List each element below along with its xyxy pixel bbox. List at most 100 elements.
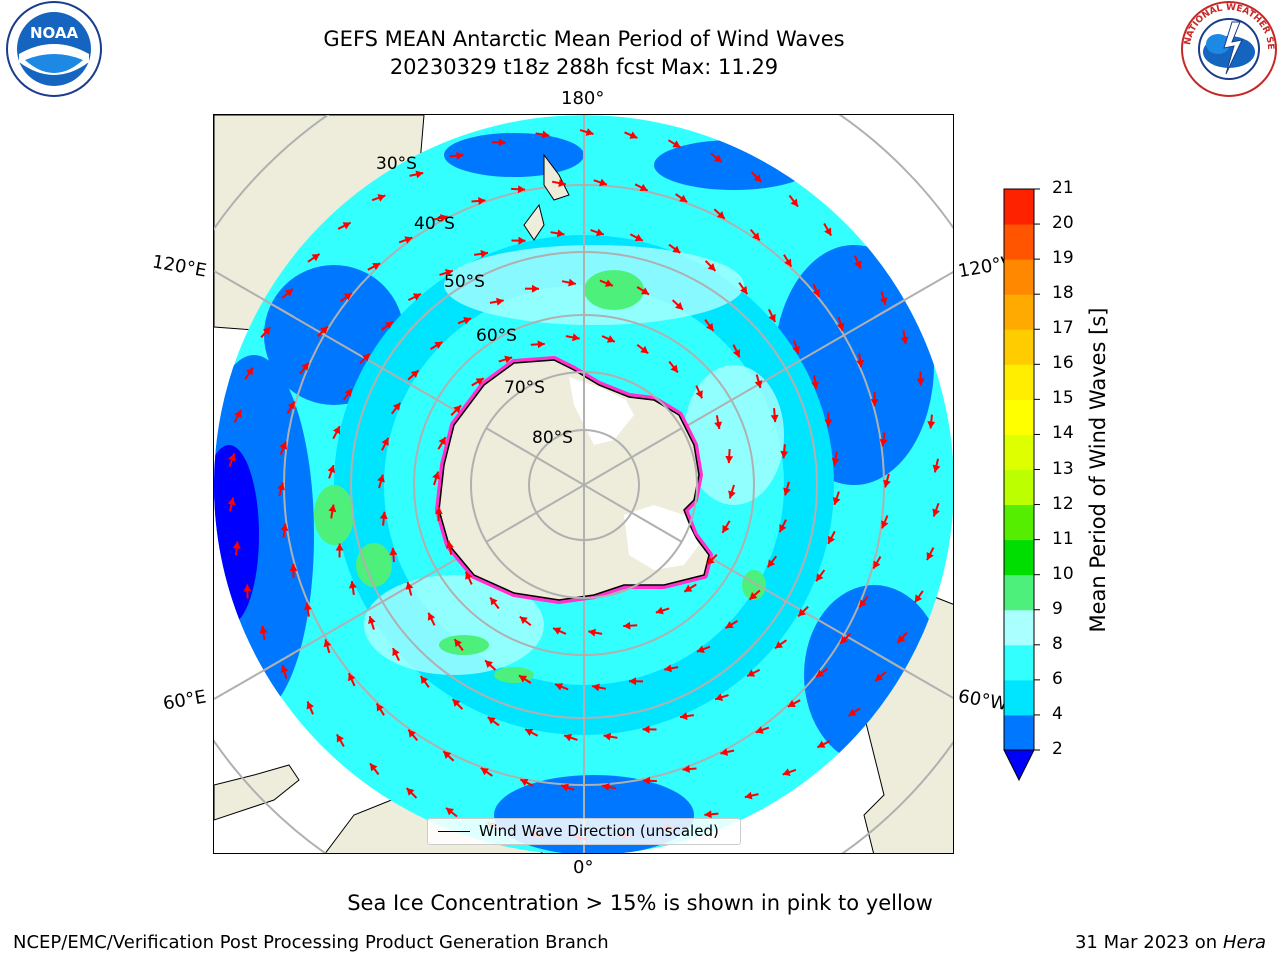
colorbar-tick-label: 14 (1052, 423, 1074, 444)
wave-arrow-head (749, 592, 758, 600)
wave-arrow-head (779, 524, 787, 533)
wave-arrow-head (592, 683, 600, 692)
wave-arrow-head (856, 359, 865, 368)
wave-arrow-head (412, 293, 421, 301)
lon-label-120e: 120°E (150, 251, 209, 282)
wave-arrow-head (490, 597, 498, 606)
wave-arrow-head (783, 487, 791, 496)
colorbar-extend-triangle (1003, 749, 1035, 782)
wave-arrow-head (832, 496, 841, 505)
colorbar-segment (1004, 679, 1034, 716)
map-title: GEFS MEAN Antarctic Mean Period of Wind … (323, 27, 845, 51)
wave-arrow-head (485, 660, 493, 669)
wave-arrow-head (306, 701, 314, 710)
wave-arrow-head (517, 185, 526, 194)
wave-arrow-head (824, 419, 833, 427)
noaa-logo-text: NOAA (30, 24, 79, 42)
map-legend: Wind Wave Direction (unscaled) (427, 818, 741, 845)
wave-arrow-head (323, 639, 332, 648)
wave-arrow-head (392, 402, 401, 411)
wave-arrow-head (603, 732, 612, 741)
colorbar-tick-label: 11 (1052, 528, 1074, 549)
footer-credit: NCEP/EMC/Verification Post Processing Pr… (13, 932, 609, 953)
colorbar-tick-label: 21 (1052, 178, 1074, 198)
map-subtitle: 20230329 t18z 288h fcst Max: 11.29 (389, 55, 779, 79)
nws-logo-icon: NATIONAL WEATHER SERVICE (1180, 0, 1277, 97)
colorbar-segment (1004, 714, 1034, 751)
wave-arrow-head (303, 602, 312, 611)
wave-arrow-head (568, 278, 576, 287)
wave-arrow-head (707, 263, 716, 271)
wave-arrow-head (480, 767, 489, 776)
colorbar-segment (1004, 259, 1034, 295)
wave-arrow-head (728, 490, 736, 499)
wave-arrow-head (927, 421, 936, 429)
wave-arrow-head (243, 584, 252, 592)
wave-arrow-head (725, 455, 734, 464)
wave-period-9-10-band (314, 270, 766, 683)
wave-arrow-head (670, 364, 678, 373)
wave-arrow-head (926, 552, 934, 561)
wave-arrow-head (900, 336, 909, 345)
wave-arrow-head (336, 734, 344, 743)
wave-arrow-head (287, 401, 295, 410)
wave-arrow-head (859, 599, 867, 608)
wave-arrow-head (496, 297, 504, 306)
wave-arrow-head (520, 778, 529, 787)
wave-arrow-head (463, 317, 472, 325)
wave-arrow-head (452, 699, 461, 707)
wave-arrow-head (585, 128, 594, 136)
lat-label-50s: 50°S (444, 272, 485, 292)
wave-arrow-head (606, 335, 615, 343)
wave-arrow-head (518, 675, 528, 683)
wave-arrow-head (629, 677, 637, 686)
wave-arrow-head (408, 729, 416, 738)
wave-arrow-head (916, 378, 925, 386)
colorbar-segment (1004, 539, 1034, 576)
wave-arrow-head (376, 703, 384, 712)
wave-arrow-head (792, 345, 801, 354)
wave-arrow-head (854, 260, 862, 269)
wave-arrow-head (879, 438, 888, 447)
colorbar-tick-label: 19 (1052, 248, 1074, 269)
wave-arrow-head (780, 450, 789, 459)
wave-arrow-head (714, 421, 723, 430)
wave-arrow-head (279, 441, 287, 450)
wave-arrow-head (827, 535, 836, 544)
wave-arrow-head (755, 726, 764, 734)
wave-arrow-head (634, 233, 643, 242)
wave-arrow-head (706, 556, 715, 565)
wave-arrow-head (259, 625, 268, 634)
map-canvas[interactable]: 30°S 40°S 50°S 60°S 70°S 80°S (214, 115, 954, 854)
wave-arrow-head (640, 345, 649, 354)
lat-label-80s: 80°S (532, 428, 573, 448)
colorbar (1003, 188, 1040, 782)
wave-arrow-head (427, 612, 436, 621)
colorbar-segment (1004, 609, 1034, 646)
wave-arrow-head (588, 628, 596, 637)
wave-arrow-head (284, 288, 293, 297)
map-panel[interactable]: 30°S 40°S 50°S 60°S 70°S 80°S (213, 114, 954, 854)
wave-arrow-head (556, 229, 565, 238)
wave-arrow-head (883, 479, 891, 488)
wave-arrow-head (754, 380, 763, 389)
wave-arrow-head (816, 669, 825, 677)
wave-arrow-head (454, 639, 462, 648)
wave-arrow-head (558, 179, 566, 187)
wave-arrow-head (672, 245, 681, 253)
colorbar-segment (1004, 574, 1034, 611)
colorbar-tick-label: 13 (1052, 458, 1074, 479)
wave-arrow-head (753, 174, 762, 182)
wave-arrow-head (362, 353, 370, 362)
wave-arrow-head (445, 807, 454, 816)
wave-arrow-head (695, 390, 703, 399)
colorbar-segment (1004, 504, 1034, 541)
wave-arrow-head (787, 699, 796, 708)
wave-arrow-head (873, 560, 881, 569)
wave-arrow-head (405, 581, 414, 590)
wave-arrow-head (840, 635, 848, 644)
lat-label-70s: 70°S (504, 378, 545, 398)
wave-arrow-head (629, 131, 638, 139)
colorbar-tick-label: 15 (1052, 388, 1074, 409)
wave-arrow-head (732, 349, 741, 358)
